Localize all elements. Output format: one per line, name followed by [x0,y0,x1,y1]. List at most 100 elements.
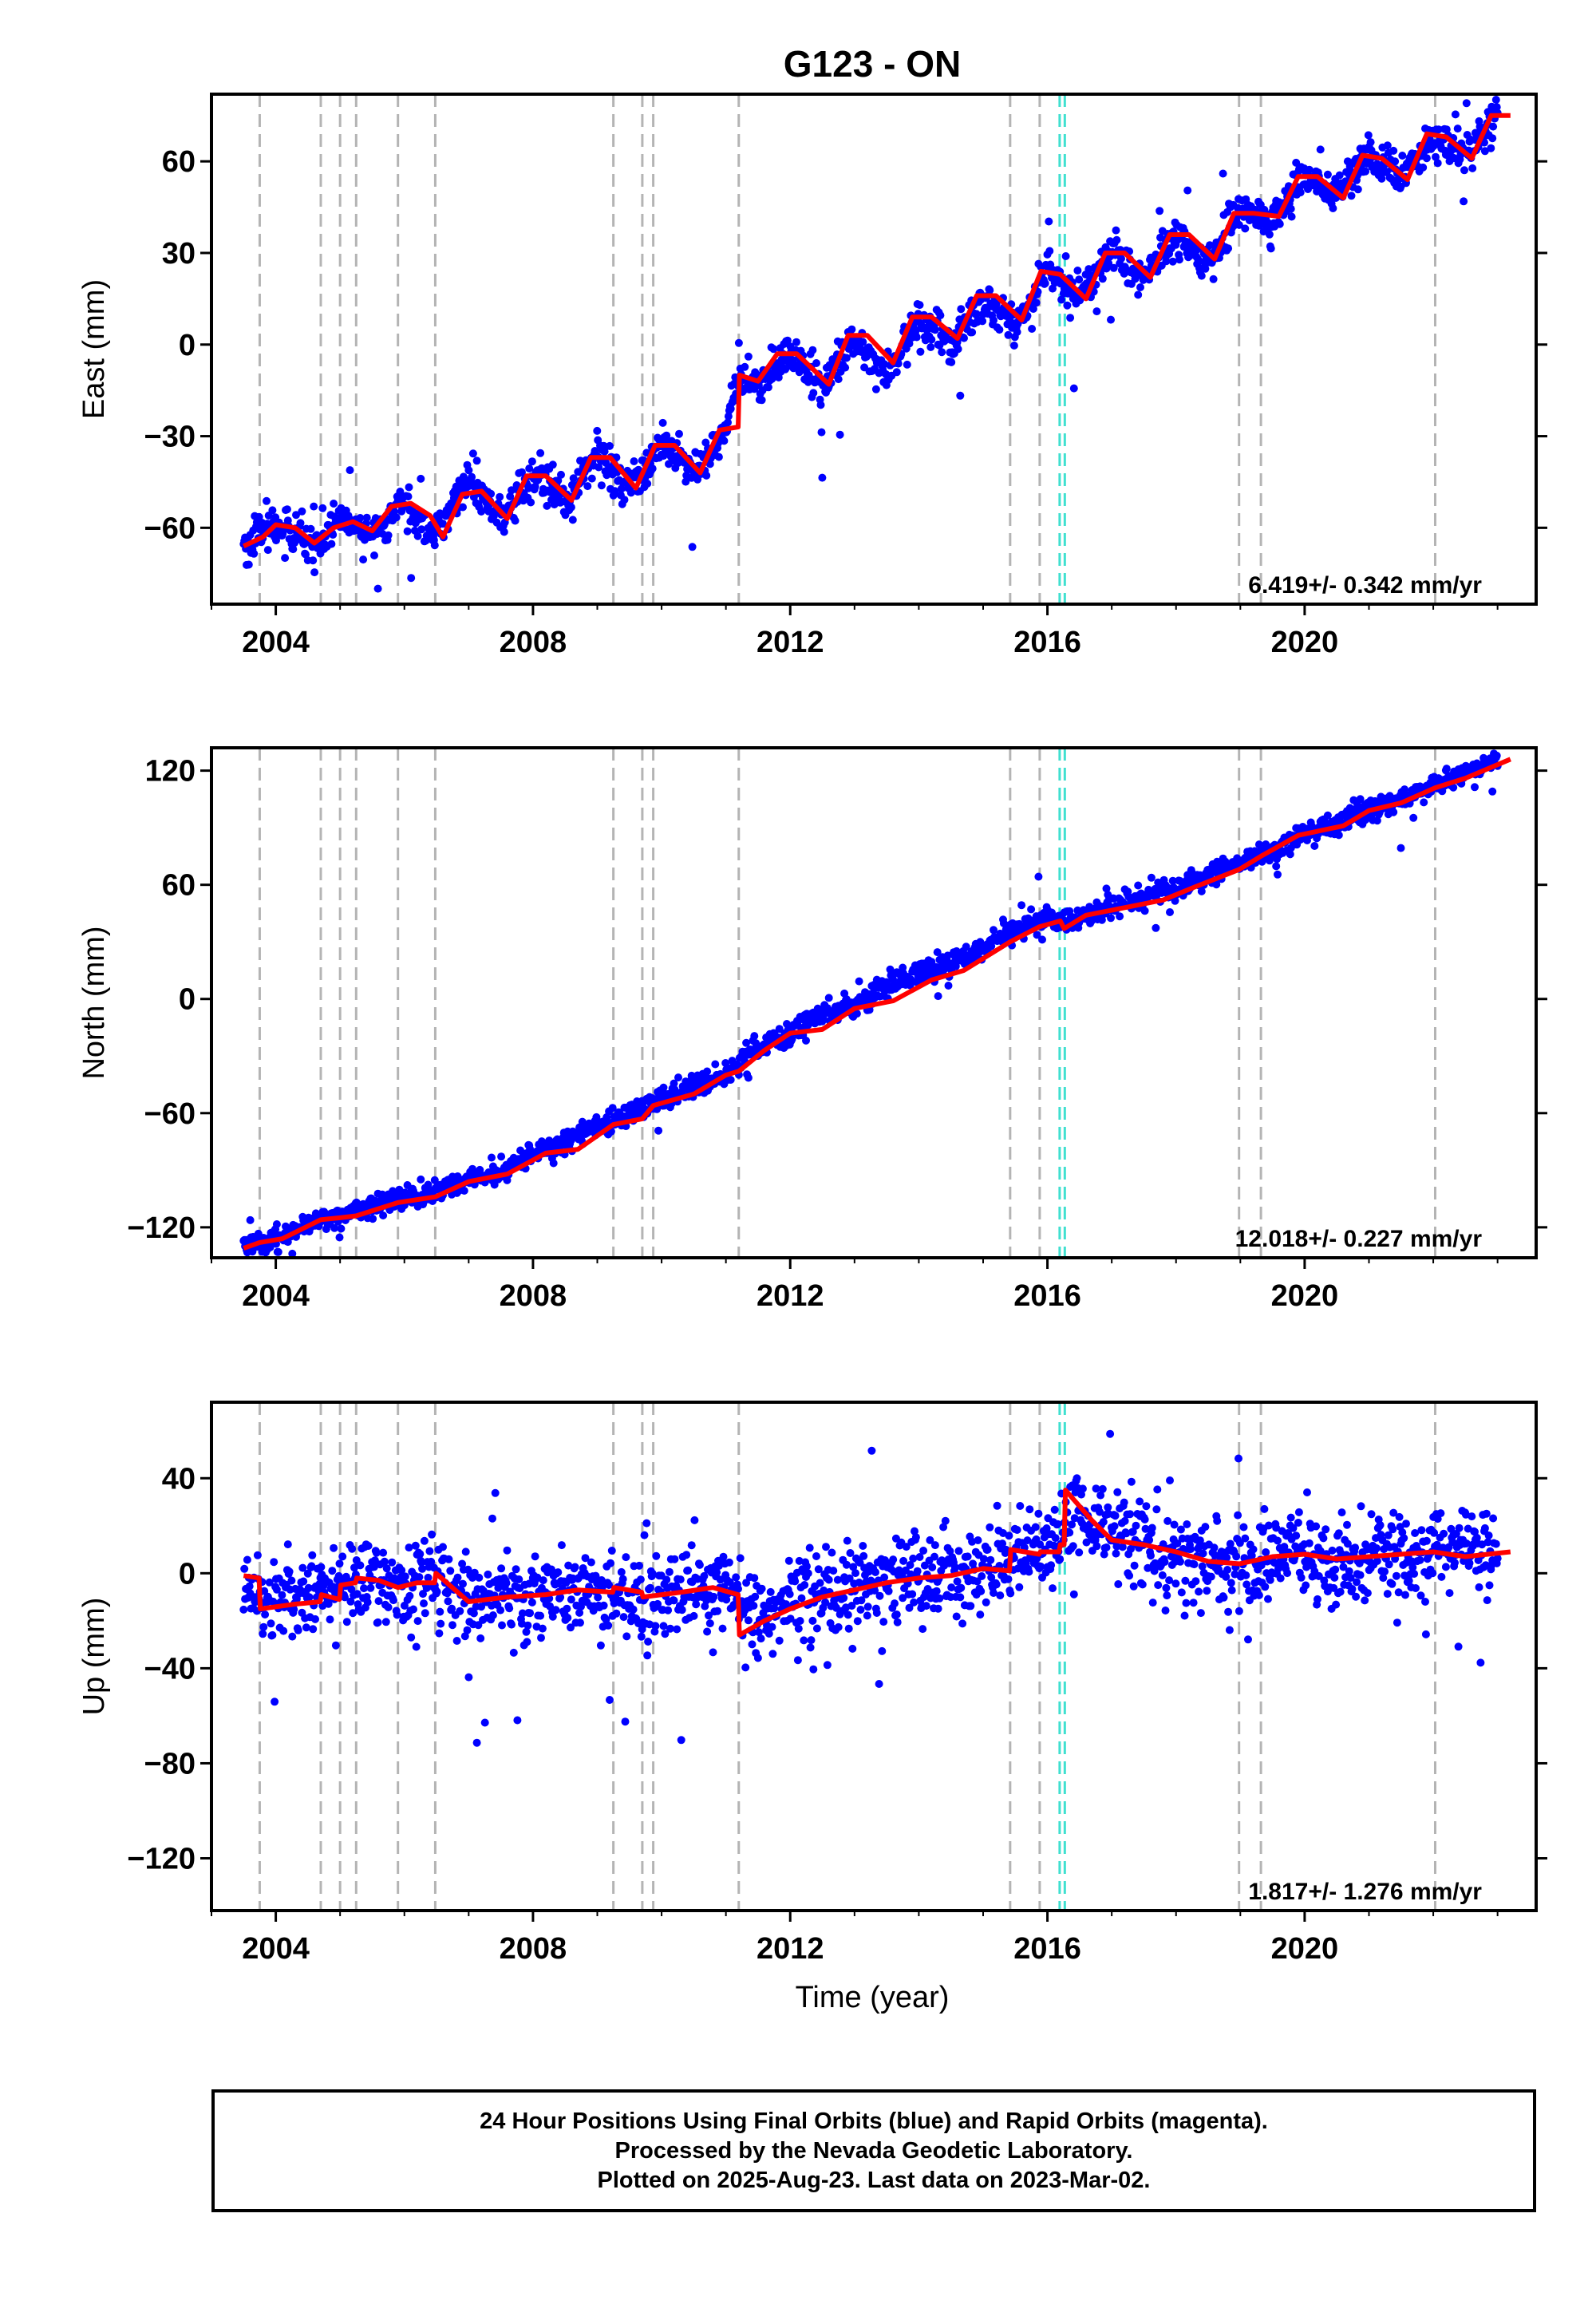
east-data-point [373,584,382,593]
up-data-point [1069,1590,1078,1599]
east-data-point [816,401,825,409]
up-data-point [996,1591,1005,1600]
up-data-point [847,1602,856,1610]
east-data-point [1451,110,1460,119]
up-data-point [1114,1580,1123,1588]
up-data-point [814,1565,823,1574]
up-data-point [993,1501,1001,1510]
north-x-tick-label: 2008 [500,1279,567,1313]
up-data-point [644,1638,653,1646]
east-data-point [597,481,606,490]
up-data-point [1266,1575,1274,1584]
north-data-point [1034,872,1043,881]
north-data-point [1102,884,1111,893]
figure-title: G123 - ON [784,43,961,85]
up-data-point [1262,1548,1270,1556]
up-data-point [1112,1549,1120,1558]
north-x-tick-label: 2016 [1013,1279,1081,1313]
up-data-point [846,1549,855,1557]
east-y-tick-label: −30 [144,421,196,454]
east-data-point [1487,144,1495,152]
up-data-point [1113,1488,1122,1496]
up-data-point [983,1545,992,1554]
up-data-point [764,1630,773,1638]
up-data-point [859,1551,868,1560]
up-data-point [1203,1587,1211,1595]
up-data-point [538,1624,547,1633]
up-data-point [1274,1564,1282,1573]
east-data-point [1389,146,1398,155]
north-data-point [1442,765,1451,773]
east-data-point [1028,325,1037,333]
east-data-point [327,539,336,548]
east-data-point [809,389,818,397]
east-data-point [744,352,753,361]
north-data-point [549,1159,558,1168]
up-data-point [879,1618,888,1626]
east-data-point [1491,96,1500,104]
up-data-point [636,1575,645,1584]
north-data-point [369,1215,377,1223]
east-data-point [587,474,596,483]
east-data-point [1304,185,1312,193]
up-data-point [422,1583,431,1592]
up-data-point [673,1625,681,1634]
up-data-point [932,1587,941,1595]
north-data-point [802,1036,810,1045]
up-data-point [1261,1583,1270,1591]
up-data-point [1232,1552,1241,1561]
up-data-point [1106,1429,1115,1438]
east-data-point [330,500,338,508]
east-data-point [1073,267,1082,275]
east-data-point [310,502,318,511]
east-data-point [318,504,327,512]
east-data-point [289,545,298,554]
up-data-point [1160,1558,1169,1567]
up-data-point [973,1577,982,1586]
up-data-point [851,1569,859,1578]
up-data-point [1286,1513,1295,1522]
up-data-point [889,1555,898,1564]
up-data-point [805,1543,814,1552]
up-data-point [793,1656,802,1665]
up-data-point [654,1599,662,1608]
up-data-point [670,1555,679,1563]
east-data-point [359,555,368,564]
up-data-point [621,1717,630,1726]
up-data-point [926,1535,934,1544]
up-data-point [1210,1543,1219,1552]
up-data-point [259,1630,267,1638]
up-data-point [719,1552,728,1561]
up-data-point [833,1575,842,1584]
east-x-tick-label: 2020 [1271,626,1339,659]
up-data-point [1069,1542,1077,1551]
up-data-point [317,1563,326,1571]
up-data-point [884,1587,893,1595]
north-data-point [1134,881,1143,890]
east-data-point [1045,217,1053,226]
up-data-point [705,1619,714,1628]
north-data-point [1166,908,1174,916]
up-data-point [821,1598,830,1607]
east-data-point [741,362,749,371]
up-data-point [421,1609,429,1618]
up-data-point [346,1597,355,1606]
up-data-point [1189,1599,1198,1607]
up-data-point [424,1573,433,1582]
up-data-point [648,1569,657,1578]
up-data-point [526,1609,535,1618]
up-data-point [253,1551,262,1559]
up-data-point [1004,1575,1013,1583]
up-data-point [522,1627,531,1636]
up-data-point [849,1563,858,1571]
up-data-point [502,1579,511,1587]
up-data-point [987,1573,996,1582]
east-data-point [960,334,968,342]
east-data-point [757,396,766,405]
up-data-point [388,1558,397,1567]
north-data-point [742,1038,751,1047]
north-data-point [1449,783,1458,792]
up-data-point [1249,1545,1258,1554]
east-data-point [936,311,945,320]
